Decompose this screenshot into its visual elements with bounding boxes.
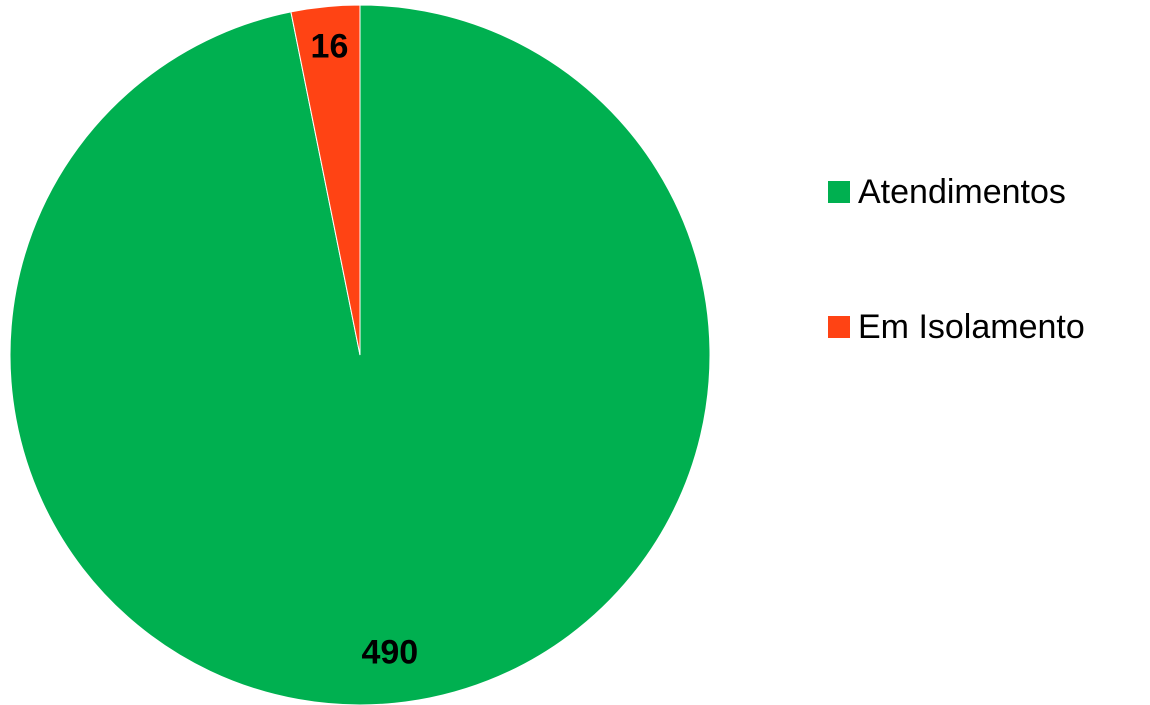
legend-swatch-atendimentos	[828, 181, 850, 203]
legend-swatch-em-isolamento	[828, 316, 850, 338]
legend-label-em-isolamento: Em Isolamento	[858, 307, 1085, 346]
legend: Atendimentos Em Isolamento	[828, 168, 1085, 438]
pie-chart: 490 16	[9, 4, 711, 705]
legend-label-atendimentos: Atendimentos	[858, 172, 1066, 211]
pie-slices	[9, 4, 711, 705]
pie-slice-em-isolamento[interactable]	[290, 4, 361, 356]
data-label-atendimentos: 490	[361, 634, 418, 672]
data-label-em-isolamento: 16	[311, 28, 349, 66]
legend-item-atendimentos[interactable]: Atendimentos	[828, 168, 1085, 216]
pie-data-labels: 490 16	[311, 28, 419, 672]
legend-item-em-isolamento[interactable]: Em Isolamento	[828, 303, 1085, 351]
